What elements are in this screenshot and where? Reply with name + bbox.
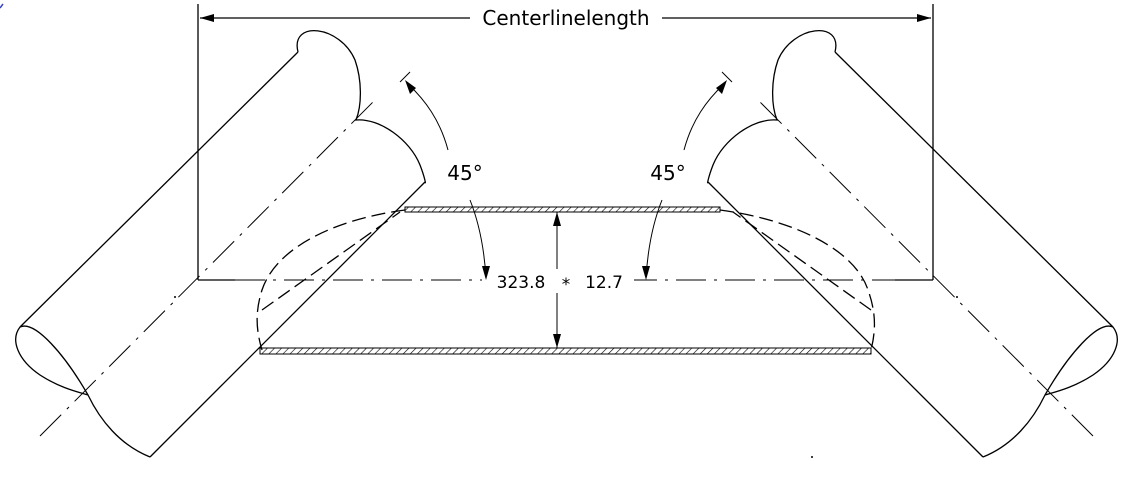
left-pipe-hidden-edge: [261, 211, 401, 311]
top-wall-section: [404, 206, 721, 213]
right-hidden-curve: [719, 209, 876, 351]
horizontal-pipe-section: [256, 206, 876, 355]
left-angle-arc-upper: [407, 83, 449, 151]
left-hidden-curve: [256, 209, 406, 351]
left-angle-extension: [399, 71, 411, 83]
left-pipe-top-end: [296, 30, 426, 184]
right-angle-extension: [721, 71, 733, 83]
angle-dimension-right: 45°: [642, 71, 733, 280]
right-pipe-top-end: [707, 30, 837, 184]
corner-mark: [0, 3, 4, 9]
right-pipe-hidden-edge: [732, 211, 872, 311]
right-pipe-end-ellipse: [1044, 325, 1114, 396]
left-pipe-bottom-end: [15, 326, 151, 458]
right-angle-arrow-top: [716, 80, 727, 94]
left-pipe-end-ellipse: [19, 325, 89, 396]
left-angle-label: 45°: [447, 161, 482, 185]
right-pipe: [707, 30, 1118, 458]
stray-dot-left: [174, 296, 176, 298]
angle-dimension-left: 45°: [399, 71, 490, 280]
wall-thickness-label: 12.7: [585, 273, 623, 293]
diameter-arrow-bottom: [553, 334, 561, 348]
diameter-dimension: 323.8 * 12.7: [482, 212, 634, 348]
left-angle-arrow-bottom: [482, 266, 490, 280]
stray-dot-right: [956, 296, 958, 298]
right-angle-arc-upper: [683, 83, 725, 151]
right-angle-arrow-bottom: [642, 266, 650, 280]
arrowhead-right: [917, 14, 931, 22]
arrowhead-left: [200, 14, 214, 22]
left-pipe-upper-edge: [19, 51, 299, 328]
diameter-label-background: [482, 269, 634, 293]
right-angle-label: 45°: [650, 161, 685, 185]
bottom-wall-section: [259, 347, 872, 355]
right-pipe-lower-edge: [707, 181, 984, 458]
diameter-arrow-top: [553, 212, 561, 226]
right-pipe-axis: [757, 99, 1094, 437]
left-pipe-lower-edge: [149, 181, 426, 458]
centerline-length-dimension: Centerlinelength: [197, 4, 934, 280]
right-pipe-upper-edge: [834, 51, 1114, 328]
stray-dot-bottom: [811, 456, 813, 458]
pipe-diameter-label: 323.8: [497, 273, 546, 293]
left-angle-arrow-top: [405, 80, 416, 94]
right-pipe-bottom-end: [982, 326, 1118, 458]
dimension-separator: *: [562, 275, 571, 295]
left-pipe-axis: [39, 99, 376, 437]
centerline-length-label: Centerlinelength: [482, 6, 649, 30]
left-pipe: [15, 30, 426, 458]
